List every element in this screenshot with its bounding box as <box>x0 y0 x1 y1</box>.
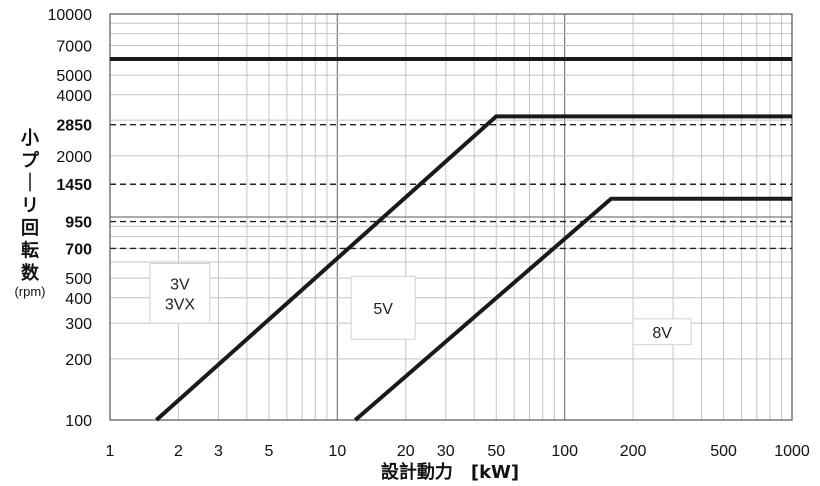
x-tick-label: 10 <box>328 443 346 460</box>
x-tick-label: 5 <box>264 443 273 460</box>
y-axis-title-char: 数 <box>21 262 40 284</box>
x-tick-label: 500 <box>710 443 737 460</box>
series-line <box>353 196 792 422</box>
y-axis-title-char: プ <box>21 150 40 172</box>
y-axis-title-char: 回 <box>21 218 39 239</box>
x-tick-label: 1000 <box>774 443 810 460</box>
y-axis-title-char: 転 <box>21 240 39 262</box>
y-tick-label: 5000 <box>56 68 92 85</box>
x-tick-label: 30 <box>437 443 455 460</box>
series-line <box>155 114 792 422</box>
y-axis-title-char: ｜ <box>21 172 39 194</box>
y-tick-label: 500 <box>65 271 92 288</box>
y-tick-label: 10000 <box>48 7 93 24</box>
y-tick-label: 200 <box>65 352 92 369</box>
y-tick-label: 300 <box>65 316 92 333</box>
x-tick-label: 1 <box>106 443 115 460</box>
plot-border <box>109 13 793 421</box>
y-tick-label: 4000 <box>56 88 92 105</box>
y-tick-label: 100 <box>65 413 92 430</box>
x-tick-label: 100 <box>551 443 578 460</box>
x-tick-label: 200 <box>620 443 647 460</box>
y-tick-label: 2000 <box>56 149 92 166</box>
region-box <box>350 275 416 340</box>
y-tick-labels: 100 200 300 400 500 700 950 1450 2000 2850 4000 500… <box>48 7 93 430</box>
series-layer <box>110 57 792 422</box>
region-labels: 3V 3VX 5V 8V <box>149 263 692 346</box>
region-label: 5V <box>373 301 393 318</box>
y-axis-title-char: 小 <box>21 128 39 149</box>
x-tick-label: 2 <box>174 443 183 460</box>
y-axis-title-char: リ <box>21 196 39 217</box>
plot-frame <box>109 13 793 421</box>
y-tick-label: 400 <box>65 291 92 308</box>
x-tick-labels: 1 2 3 5 10 20 30 50 100 200 500 1000 <box>106 443 810 460</box>
y-tick-label: 950 <box>65 215 92 232</box>
y-tick-label: 1450 <box>56 177 92 194</box>
y-tick-label: 2850 <box>56 118 92 135</box>
y-tick-label: 7000 <box>56 38 92 55</box>
y-tick-label: 700 <box>65 241 92 258</box>
region-box <box>632 318 692 346</box>
region-label: 8V <box>652 325 672 342</box>
region-box <box>149 263 211 324</box>
grid-layer <box>110 14 792 420</box>
x-tick-label: 3 <box>214 443 223 460</box>
reference-lines <box>110 123 792 250</box>
region-label: 3VX <box>165 296 196 313</box>
y-axis-unit: (rpm) <box>14 284 45 299</box>
x-tick-label: 50 <box>487 443 505 460</box>
x-axis-title: 設計動力 [kW] <box>381 461 519 483</box>
x-tick-label: 20 <box>397 443 415 460</box>
region-label: 3V <box>170 276 190 293</box>
